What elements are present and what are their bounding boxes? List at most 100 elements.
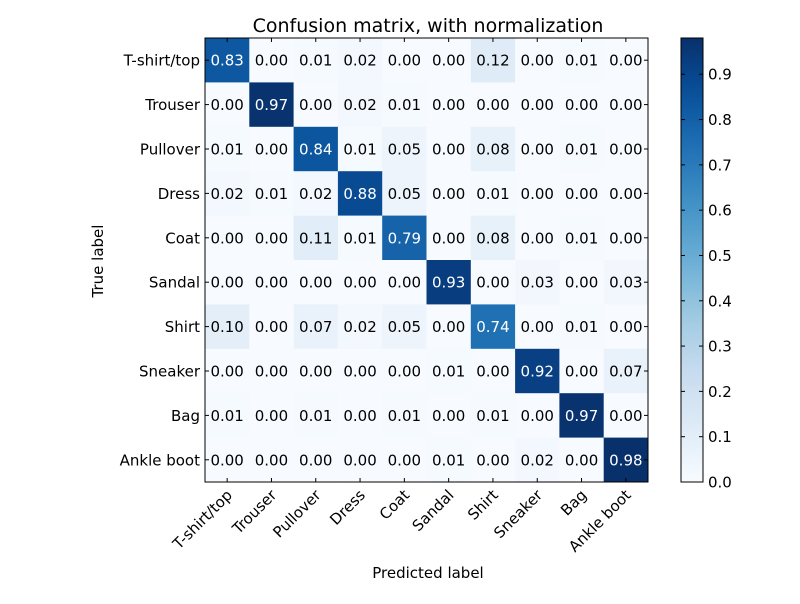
cell-value-label: 0.07 bbox=[299, 318, 332, 336]
heatmap-cell bbox=[293, 82, 339, 128]
heatmap-cell bbox=[603, 260, 649, 305]
cell-value-label: 0.00 bbox=[432, 185, 465, 203]
cell-value-label: 0.01 bbox=[210, 407, 243, 425]
heatmap-cell bbox=[337, 82, 383, 128]
cell-value-label: 0.01 bbox=[476, 185, 509, 203]
cell-value-label: 0.98 bbox=[609, 451, 642, 469]
heatmap-cell bbox=[559, 437, 605, 483]
y-tick-label: Bag bbox=[171, 407, 200, 425]
colorbar bbox=[680, 37, 704, 483]
heatmap-cell bbox=[470, 171, 516, 217]
cell-value-label: 0.00 bbox=[565, 363, 598, 381]
cell-value-label: 0.00 bbox=[255, 318, 288, 336]
heatmap-cell bbox=[559, 171, 605, 217]
cell-value-label: 0.00 bbox=[255, 141, 288, 159]
cell-value-label: 0.00 bbox=[521, 407, 554, 425]
heatmap-cell bbox=[426, 126, 472, 172]
cell-value-label: 0.97 bbox=[565, 407, 598, 425]
cell-value-label: 0.92 bbox=[521, 363, 554, 381]
heatmap-cell bbox=[293, 215, 339, 261]
cell-value-label: 0.00 bbox=[432, 318, 465, 336]
cell-value-label: 0.03 bbox=[521, 274, 554, 292]
x-tick-label: Shirt bbox=[464, 486, 502, 524]
cell-value-label: 0.12 bbox=[476, 52, 509, 70]
heatmap-cell bbox=[293, 348, 339, 394]
heatmap-cell bbox=[559, 348, 605, 394]
y-tick-label: Coat bbox=[165, 229, 200, 247]
cell-value-label: 0.07 bbox=[609, 363, 642, 381]
cell-value-label: 0.01 bbox=[299, 52, 332, 70]
heatmap-cell bbox=[249, 215, 295, 261]
heatmap-cell bbox=[293, 393, 339, 439]
heatmap-cell bbox=[470, 215, 516, 261]
heatmap-cell bbox=[515, 82, 560, 128]
y-tick-label: Pullover bbox=[140, 141, 201, 159]
cell-value-label: 0.84 bbox=[299, 141, 332, 159]
cell-value-label: 0.00 bbox=[210, 363, 243, 381]
heatmap-cell bbox=[603, 304, 649, 350]
x-tick-label: Coat bbox=[376, 486, 413, 523]
heatmap-cell bbox=[559, 82, 605, 128]
cell-value-label: 0.00 bbox=[609, 141, 642, 159]
cell-value-label: 0.79 bbox=[388, 229, 421, 247]
cell-value-label: 0.10 bbox=[210, 318, 243, 336]
cell-value-label: 0.01 bbox=[255, 185, 288, 203]
y-tick-label: Sandal bbox=[149, 274, 200, 292]
heatmap-cell bbox=[382, 437, 427, 483]
cell-value-label: 0.02 bbox=[521, 451, 554, 469]
cell-value-label: 0.00 bbox=[609, 52, 642, 70]
heatmap-cell bbox=[470, 38, 516, 83]
heatmap-cell bbox=[515, 393, 560, 439]
cell-value-label: 0.01 bbox=[388, 407, 421, 425]
heatmap-cell bbox=[559, 38, 605, 83]
cell-value-label: 0.00 bbox=[476, 274, 509, 292]
cell-value-label: 0.74 bbox=[476, 318, 509, 336]
heatmap-cell bbox=[337, 215, 383, 261]
heatmap-cell-labels: 0.83 0.00 0.01 0.02 0.00 0.00 0.12 0.00 0.01 0.00… bbox=[210, 52, 642, 470]
cell-value-label: 0.00 bbox=[521, 141, 554, 159]
cell-value-label: 0.00 bbox=[210, 229, 243, 247]
heatmap-cell bbox=[249, 348, 295, 394]
heatmap-cell bbox=[382, 171, 427, 217]
heatmap-cell bbox=[426, 171, 472, 217]
heatmap-cell bbox=[515, 215, 560, 261]
heatmap-cell bbox=[559, 304, 605, 350]
heatmap-cell bbox=[470, 82, 516, 128]
cell-value-label: 0.00 bbox=[299, 274, 332, 292]
cell-value-label: 0.01 bbox=[432, 363, 465, 381]
heatmap-cell bbox=[337, 171, 383, 217]
y-axis-label: True label bbox=[89, 225, 107, 299]
colorbar-tick-label: 0.4 bbox=[708, 292, 732, 310]
heatmap-cell bbox=[470, 260, 516, 305]
y-axis-ticks: T-shirt/top Trouser Pullover Dress Coat Sanda… bbox=[120, 52, 648, 469]
cell-value-label: 0.03 bbox=[609, 274, 642, 292]
heatmap-cell bbox=[382, 38, 427, 83]
cell-value-label: 0.00 bbox=[609, 318, 642, 336]
cell-value-label: 0.93 bbox=[432, 274, 465, 292]
cell-value-label: 0.00 bbox=[388, 274, 421, 292]
x-axis-label: Predicted label bbox=[372, 564, 483, 582]
x-tick-label: Bag bbox=[557, 486, 590, 519]
heatmap-cell bbox=[249, 304, 295, 350]
cell-value-label: 0.00 bbox=[255, 229, 288, 247]
cell-value-label: 0.00 bbox=[255, 52, 288, 70]
cell-value-label: 0.08 bbox=[476, 229, 509, 247]
heatmap-cell bbox=[337, 38, 383, 83]
heatmap-cell bbox=[382, 126, 427, 172]
cell-value-label: 0.00 bbox=[432, 229, 465, 247]
colorbar-tick-label: 0.5 bbox=[708, 247, 732, 265]
cell-value-label: 0.01 bbox=[565, 141, 598, 159]
heatmap-cell bbox=[515, 38, 560, 83]
heatmap-cell bbox=[249, 126, 295, 172]
cell-value-label: 0.88 bbox=[343, 185, 376, 203]
heatmap-cell bbox=[337, 304, 383, 350]
heatmap-cell bbox=[382, 260, 427, 305]
cell-value-label: 0.00 bbox=[299, 451, 332, 469]
cell-value-label: 0.00 bbox=[476, 96, 509, 114]
heatmap-cell bbox=[470, 393, 516, 439]
y-tick-label: Trouser bbox=[144, 96, 201, 114]
colorbar-tick-label: 0.0 bbox=[708, 474, 732, 492]
heatmap-cell bbox=[426, 304, 472, 350]
cell-value-label: 0.00 bbox=[432, 407, 465, 425]
heatmap-cell bbox=[382, 304, 427, 350]
